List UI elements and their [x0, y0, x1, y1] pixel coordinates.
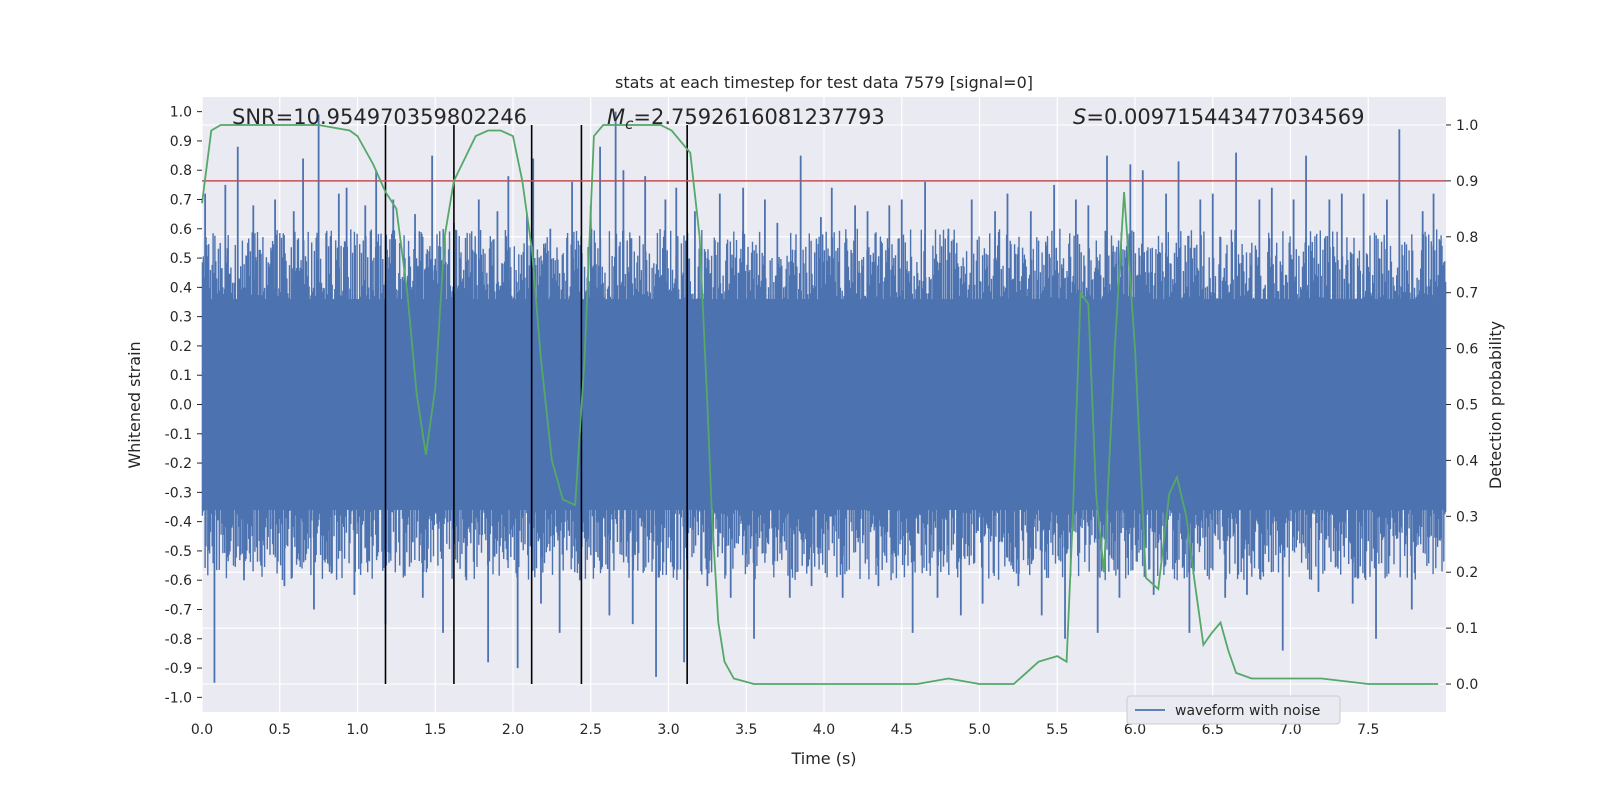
- y-left-tick-label: -0.3: [165, 485, 192, 501]
- x-tick-label: 5.5: [1046, 722, 1068, 738]
- x-tick-label: 1.5: [424, 722, 446, 738]
- legend-label-waveform: waveform with noise: [1175, 703, 1320, 719]
- waveform-noise-band: [201, 228, 1447, 581]
- y-left-tick-label: 1.0: [170, 105, 192, 121]
- y-left-tick-label: -0.7: [165, 603, 192, 619]
- y-left-tick-label: -0.9: [165, 661, 192, 677]
- x-tick-label: 7.5: [1357, 722, 1379, 738]
- x-tick-label: 0.0: [191, 722, 213, 738]
- y-left-tick-label: 0.2: [170, 339, 192, 355]
- y-left-tick-label: -0.4: [165, 515, 192, 531]
- y-left-tick-label: -0.5: [165, 544, 192, 560]
- y-right-axis-ticks: 0.0 0.1 0.2 0.3 0.4 0.5 0.6 0.7 0.8 0.9 1.0: [1446, 118, 1478, 693]
- s-value: =0.009715443477034569: [1086, 105, 1364, 129]
- mc-annotation: Mc=2.7592616081237793: [607, 105, 885, 133]
- y-left-tick-label: -0.6: [165, 573, 192, 589]
- y-right-tick-label: 0.0: [1456, 677, 1478, 693]
- waveform-core-band: [202, 299, 1446, 510]
- s-symbol: S: [1073, 105, 1086, 129]
- x-tick-label: 3.5: [735, 722, 757, 738]
- y-left-axis-label: Whitened strain: [125, 341, 144, 468]
- y-right-tick-label: 0.6: [1456, 342, 1478, 358]
- x-axis-label: Time (s): [790, 749, 856, 768]
- y-left-tick-label: 0.3: [170, 310, 192, 326]
- x-tick-label: 7.0: [1279, 722, 1301, 738]
- y-left-tick-label: -0.1: [165, 427, 192, 443]
- snr-annotation: SNR=10.954970359802246: [232, 105, 527, 129]
- y-right-tick-label: 0.3: [1456, 509, 1478, 525]
- x-tick-label: 2.0: [502, 722, 524, 738]
- y-left-tick-label: 0.6: [170, 222, 192, 238]
- mc-value: =2.7592616081237793: [633, 105, 884, 129]
- y-left-tick-label: 0.1: [170, 368, 192, 384]
- y-right-tick-label: 0.4: [1456, 453, 1478, 469]
- mc-symbol: M: [607, 105, 625, 129]
- x-tick-label: 0.5: [269, 722, 291, 738]
- y-right-tick-label: 0.7: [1456, 286, 1478, 302]
- mc-subscript: c: [625, 115, 634, 133]
- chart-title: stats at each timestep for test data 757…: [615, 73, 1033, 92]
- y-right-tick-label: 0.5: [1456, 398, 1478, 414]
- y-left-tick-label: 0.8: [170, 163, 192, 179]
- y-left-tick-label: -1.0: [165, 690, 192, 706]
- s-annotation: S=0.009715443477034569: [1073, 105, 1364, 129]
- x-tick-label: 3.0: [657, 722, 679, 738]
- y-left-tick-label: 0.0: [170, 398, 192, 414]
- vertical-markers: [384, 124, 688, 685]
- y-left-tick-label: -0.8: [165, 632, 192, 648]
- y-left-axis-ticks: -1.0 -0.9 -0.8 -0.7 -0.6 -0.5 -0.4 -0.3 -0.2 -0.1…: [165, 105, 202, 706]
- y-right-tick-label: 0.8: [1456, 230, 1478, 246]
- y-left-tick-label: 0.5: [170, 251, 192, 267]
- x-tick-label: 6.0: [1124, 722, 1146, 738]
- x-axis-ticks: 0.0 0.5 1.0 1.5 2.0 2.5 3.0 3.5 4.0 4.5 5.0 5.5 6.0 6…: [191, 722, 1380, 738]
- y-left-tick-label: 0.4: [170, 280, 192, 296]
- x-tick-label: 4.5: [891, 722, 913, 738]
- x-tick-label: 1.0: [346, 722, 368, 738]
- y-right-tick-label: 1.0: [1456, 118, 1478, 134]
- x-tick-label: 5.0: [968, 722, 990, 738]
- y-left-tick-label: 0.7: [170, 193, 192, 209]
- y-right-tick-label: 0.9: [1456, 174, 1478, 190]
- y-right-axis-label: Detection probability: [1486, 321, 1505, 489]
- y-left-tick-label: 0.9: [170, 134, 192, 150]
- detection-probability-line: [201, 124, 1439, 685]
- y-left-tick-label: -0.2: [165, 456, 192, 472]
- x-tick-label: 2.5: [580, 722, 602, 738]
- y-right-tick-label: 0.1: [1456, 621, 1478, 637]
- legend: waveform with noise: [1126, 695, 1341, 725]
- x-tick-label: 6.5: [1202, 722, 1224, 738]
- y-right-tick-label: 0.2: [1456, 565, 1478, 581]
- waveform-peaks: [204, 111, 1435, 683]
- x-tick-label: 4.0: [813, 722, 835, 738]
- legend-box: [1126, 695, 1341, 725]
